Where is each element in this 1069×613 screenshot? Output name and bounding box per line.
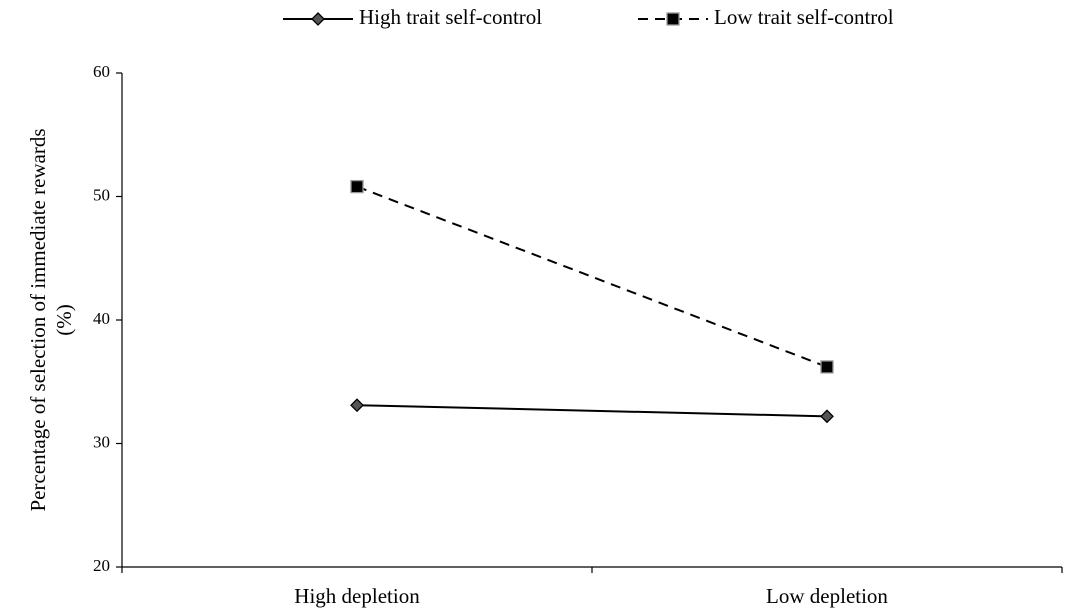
legend-label: High trait self-control	[359, 5, 542, 29]
x-tick-label: High depletion	[294, 584, 420, 608]
series-line	[356, 404, 828, 418]
marker	[820, 360, 834, 374]
y-tick-label: 50	[93, 185, 110, 204]
marker	[820, 409, 834, 424]
legend-marker	[311, 12, 325, 26]
y-axis-label: (%)	[52, 304, 76, 335]
legend-marker	[666, 12, 680, 26]
marker	[350, 398, 364, 413]
y-tick-label: 20	[93, 556, 110, 575]
marker	[350, 179, 364, 194]
y-tick-label: 30	[93, 432, 110, 451]
series-line	[356, 185, 828, 368]
y-axis-label: Percentage of selection of immediate rew…	[26, 128, 50, 511]
y-tick-label: 60	[93, 62, 110, 81]
x-tick-label: Low depletion	[766, 584, 888, 608]
legend-label: Low trait self-control	[714, 5, 894, 29]
y-tick-label: 40	[93, 309, 110, 328]
